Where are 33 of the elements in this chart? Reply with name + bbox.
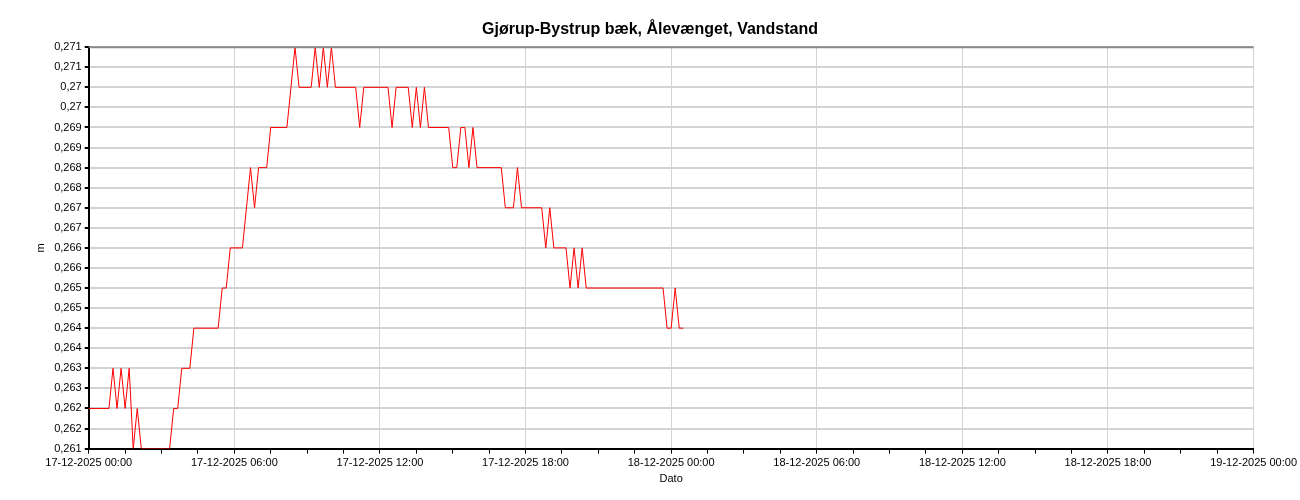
y-tick-label: 0,262: [54, 421, 82, 434]
chart-title: Gjørup-Bystrup bæk, Ålevænget, Vandstand: [481, 19, 819, 38]
y-tick-label: 0,262: [54, 401, 82, 414]
y-tick-label: 0,269: [54, 140, 82, 153]
y-tick-label: 0,266: [54, 261, 82, 273]
y-tick-label: 0,264: [54, 321, 82, 334]
y-tick-label: 0,265: [54, 281, 82, 294]
y-tick-label: 0,268: [54, 160, 82, 173]
y-tick-label: 0,261: [54, 441, 82, 454]
y-axis-title: m: [33, 243, 46, 253]
y-tick-label: 0,267: [54, 200, 82, 213]
x-tick-label: 18-12-2025 18:00: [1064, 456, 1152, 469]
y-tick-label: 0,263: [54, 361, 82, 374]
x-tick-label: 17-12-2025 06:00: [190, 456, 278, 469]
x-tick-label: 18-12-2025 06:00: [773, 456, 861, 469]
y-tick-label: 0,271: [54, 60, 82, 73]
y-tick-label: 0,27: [60, 100, 82, 113]
x-tick-label: 19-12-2025 00:00: [1210, 456, 1297, 469]
y-tick-label: 0,271: [54, 40, 82, 53]
x-tick-label: 18-12-2025 12:00: [918, 456, 1006, 469]
x-tick-label: 17-12-2025 00:00: [45, 456, 133, 469]
y-tick-label: 0,263: [54, 381, 82, 394]
y-tick-label: 0,269: [54, 120, 82, 133]
y-tick-label: 0,265: [54, 301, 82, 314]
x-tick-label: 17-12-2025 12:00: [336, 456, 424, 469]
x-tick-label: 18-12-2025 00:00: [627, 456, 715, 469]
y-tick-label: 0,264: [54, 341, 82, 354]
y-tick-label: 0,267: [54, 220, 82, 233]
y-tick-label: 0,266: [54, 240, 82, 253]
x-tick-label: 17-12-2025 18:00: [482, 456, 569, 469]
x-axis-title: Dato: [659, 472, 683, 485]
y-tick-label: 0,27: [60, 80, 82, 93]
y-tick-label: 0,268: [54, 180, 82, 193]
